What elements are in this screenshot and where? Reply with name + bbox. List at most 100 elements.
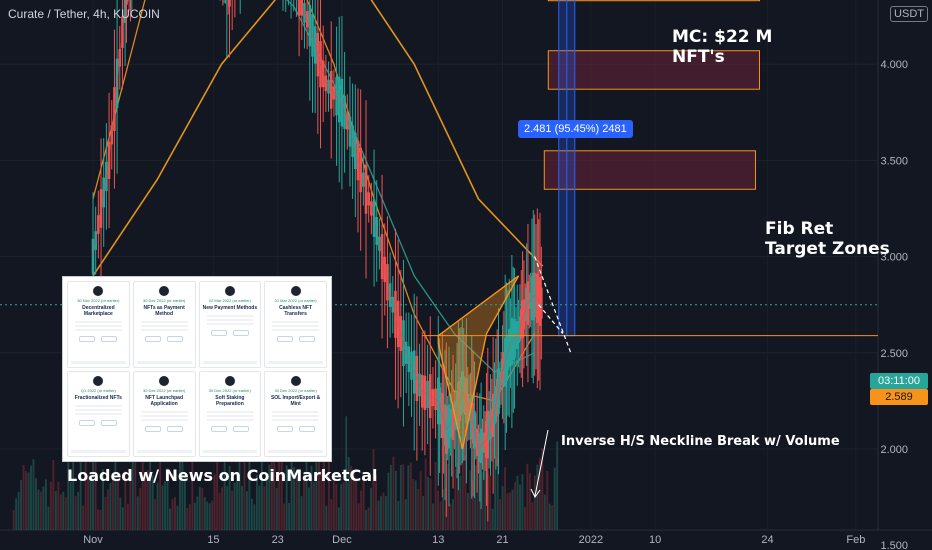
- volume-bar: [146, 470, 149, 530]
- volume-bar: [99, 509, 102, 530]
- volume-bar: [268, 464, 271, 530]
- volume-bar: [409, 462, 412, 530]
- market-cap-line: MC: $22 M: [672, 27, 773, 47]
- volume-bar: [320, 470, 323, 530]
- volume-bar: [164, 481, 166, 530]
- volume-bar: [367, 507, 370, 530]
- volume-bar: [298, 476, 301, 530]
- volume-bar: [44, 479, 47, 530]
- volume-bar: [253, 504, 256, 530]
- volume-bar: [198, 486, 201, 530]
- news-title: Cashless NFT Transfers: [279, 305, 313, 317]
- news-description: [75, 404, 122, 415]
- volume-bar: [330, 499, 333, 530]
- volume-bar: [322, 397, 325, 530]
- volume-bar: [129, 472, 132, 530]
- volume-bar: [526, 463, 529, 530]
- volume-bar: [543, 494, 546, 530]
- volume-bar: [471, 480, 474, 530]
- volume-bar: [183, 476, 186, 530]
- news-button: [79, 336, 96, 342]
- volume-bar: [288, 502, 291, 530]
- news-date: 30 Dec 2022 (or earlier): [208, 387, 251, 393]
- volume-bar: [434, 461, 437, 530]
- volume-bar: [161, 485, 164, 530]
- volume-bar: [308, 487, 310, 530]
- volume-bar: [42, 486, 45, 530]
- news-date: 30 Dec 2022 (or earlier): [143, 298, 186, 303]
- volume-bar: [181, 457, 184, 530]
- currency-badge[interactable]: USDT: [890, 6, 928, 22]
- volume-bar: [283, 503, 286, 530]
- volume-bar: [491, 508, 494, 530]
- volume-bar: [422, 495, 425, 530]
- symbol-title[interactable]: Curate / Tether, 4h, KUCOIN: [8, 7, 160, 21]
- target-zone: [547, 50, 760, 90]
- volume-bar: [300, 496, 303, 530]
- volume-bar: [208, 503, 211, 530]
- volume-arrow: [534, 429, 549, 497]
- x-tick-label: 21: [496, 534, 508, 546]
- volume-bar: [538, 457, 541, 530]
- moving-average-line: [286, 0, 535, 373]
- news-buttons: [71, 336, 126, 342]
- volume-bar: [126, 503, 129, 530]
- volume-bar: [499, 499, 502, 530]
- volume-bar: [427, 476, 430, 530]
- y-tick-label: 2.500: [880, 348, 908, 360]
- news-card: 01 Mar 2022 (or earlier) Cashless NFT Tra…: [264, 281, 327, 368]
- news-button: [210, 330, 227, 336]
- candle-body: [123, 0, 127, 23]
- volume-bar: [193, 502, 196, 530]
- news-date: 30 Dec 2022 (or earlier): [143, 387, 186, 393]
- volume-arrowhead: [530, 488, 541, 498]
- volume-bar: [203, 497, 206, 530]
- volume-bar: [62, 491, 65, 530]
- news-description: [272, 321, 319, 331]
- news-card: 02 Mar 2022 (or earlier) New Payment Meth…: [198, 281, 262, 368]
- measure-label: 2.481 (95.45%) 2481: [518, 120, 633, 138]
- volume-bar: [226, 485, 229, 530]
- x-tick-label: Dec: [332, 534, 352, 546]
- volume-bar: [452, 499, 454, 530]
- news-card: 30 Dec 2022 (or earlier) NFTs as Payment …: [132, 281, 196, 368]
- news-date: Q1 2022 (or earlier): [80, 387, 116, 393]
- news-title: NFTs as Payment Method: [143, 305, 185, 317]
- news-footer: [202, 360, 258, 364]
- volume-bar: [551, 505, 554, 530]
- news-title: Fractionalized NFTs: [74, 394, 122, 401]
- volume-bar: [546, 471, 549, 530]
- target-zone: [543, 150, 756, 190]
- news-button: [298, 425, 315, 432]
- volume-bar: [461, 418, 464, 530]
- volume-bar: [77, 491, 80, 530]
- volume-bar: [243, 456, 246, 530]
- volume-bar: [25, 471, 27, 530]
- volume-bar: [357, 503, 360, 530]
- volume-bar: [372, 449, 375, 530]
- volume-bar: [327, 402, 330, 530]
- volume-bar: [246, 491, 248, 530]
- volume-bar: [370, 487, 372, 530]
- news-button: [145, 336, 162, 342]
- volume-bar: [466, 493, 469, 530]
- volume-bar: [285, 465, 288, 530]
- volume-bar: [377, 500, 380, 530]
- volume-bar: [424, 458, 427, 530]
- news-footer: [136, 360, 192, 364]
- volume-bar: [156, 482, 159, 530]
- volume-bar: [533, 475, 536, 530]
- neckline-price-tag: 2.589: [870, 389, 928, 405]
- volume-bar: [469, 470, 472, 530]
- news-button: [298, 336, 315, 342]
- volume-bar: [201, 488, 204, 530]
- news-date: 30 Nov 2022 (or earlier): [77, 298, 120, 303]
- news-buttons: [137, 336, 192, 342]
- volume-bar: [47, 506, 50, 530]
- wedge-upper-line: [534, 256, 572, 354]
- volume-bar: [447, 463, 449, 530]
- candle-body: [228, 0, 231, 7]
- volume-bar: [72, 458, 75, 530]
- volume-bar: [382, 492, 385, 530]
